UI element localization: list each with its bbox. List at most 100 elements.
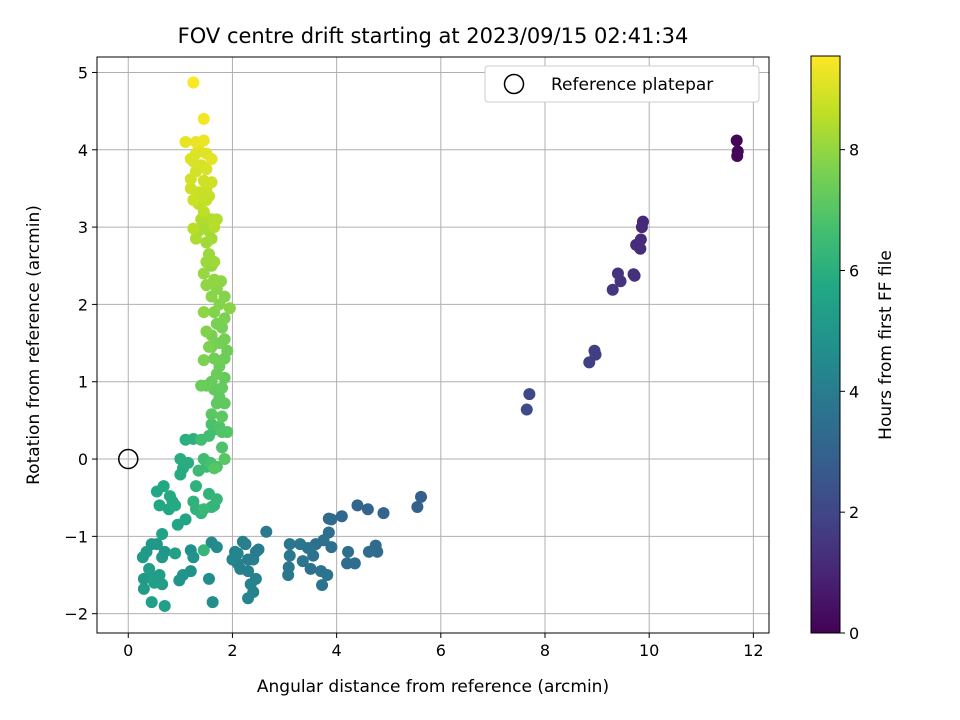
legend: Reference platepar: [484, 65, 760, 103]
data-point: [197, 306, 210, 319]
data-point: [411, 500, 424, 513]
data-point: [145, 596, 158, 609]
data-point: [197, 134, 210, 147]
data-point: [361, 503, 374, 516]
colorbar-label: Hours from first FF file: [876, 250, 896, 440]
data-point: [148, 576, 161, 589]
data-point: [296, 555, 309, 568]
data-point: [156, 551, 169, 564]
colorbar-ticks: 0 2 4 6 8: [840, 141, 859, 643]
data-point: [179, 136, 192, 149]
data-point: [205, 176, 218, 189]
data-point: [583, 356, 596, 369]
x-tick-label: 0: [123, 641, 133, 660]
data-point: [362, 545, 375, 558]
y-tick-label: −1: [64, 527, 88, 546]
data-point: [731, 149, 744, 162]
data-point: [242, 553, 255, 566]
data-point: [218, 453, 231, 466]
data-point: [218, 290, 231, 303]
data-point: [628, 269, 641, 282]
data-point: [335, 510, 348, 523]
data-point: [223, 302, 236, 315]
data-point: [195, 379, 208, 392]
data-point: [208, 221, 221, 234]
data-point: [606, 283, 619, 296]
x-tick-label: 4: [332, 641, 342, 660]
data-point: [203, 340, 215, 353]
data-point: [169, 547, 182, 560]
y-tick-label: 4: [78, 141, 88, 160]
data-point: [210, 493, 223, 506]
data-point: [341, 557, 354, 570]
data-point: [200, 325, 213, 338]
data-point: [206, 596, 219, 609]
data-point: [242, 565, 255, 578]
y-tick-label: −2: [64, 605, 88, 624]
data-point: [523, 388, 536, 401]
colorbar-tick-label: 0: [849, 624, 859, 643]
x-tick-label: 2: [227, 641, 237, 660]
data-point: [158, 599, 171, 612]
y-tick-label: 5: [78, 63, 88, 82]
data-point: [136, 551, 149, 564]
plot-frame: [96, 56, 770, 634]
data-point: [189, 232, 202, 245]
data-point: [187, 551, 200, 564]
data-point: [221, 425, 234, 438]
data-point: [325, 541, 338, 554]
data-point: [218, 312, 231, 325]
data-point: [351, 499, 364, 512]
x-tick-label: 12: [743, 641, 763, 660]
data-point: [197, 354, 210, 367]
x-axis-label: Angular distance from reference (arcmin): [257, 677, 609, 697]
x-tick-label: 8: [540, 641, 550, 660]
data-point: [200, 163, 213, 176]
y-tick-label: 1: [78, 373, 88, 392]
legend-entry-reference-platepar: Reference platepar: [551, 75, 713, 95]
data-point: [216, 410, 229, 423]
colorbar-gradient: [810, 55, 841, 634]
data-point: [216, 381, 229, 394]
data-point: [730, 134, 743, 147]
data-point: [143, 562, 156, 575]
data-point: [173, 574, 186, 587]
data-point: [187, 76, 200, 89]
data-point: [210, 541, 223, 554]
data-point: [189, 480, 202, 493]
data-point: [415, 490, 428, 503]
y-tick-label: 0: [78, 450, 88, 469]
data-point: [197, 112, 210, 125]
grid: [97, 57, 769, 633]
data-point: [208, 462, 221, 475]
y-axis-ticks: −2 −1 0 1 2 3 4 5: [64, 63, 97, 624]
colorbar-tick-label: 8: [849, 141, 859, 160]
data-points: [136, 76, 744, 612]
data-point: [218, 333, 231, 346]
data-point: [187, 194, 200, 207]
data-point: [169, 499, 182, 512]
legend-box: [484, 65, 760, 103]
colorbar-tick-label: 2: [849, 503, 859, 522]
data-point: [203, 572, 215, 585]
data-point: [197, 267, 210, 280]
data-point: [283, 549, 296, 562]
data-point: [252, 543, 265, 556]
data-point: [325, 513, 338, 526]
data-point: [137, 582, 150, 595]
data-point: [282, 569, 295, 582]
data-point: [377, 507, 390, 520]
data-point: [197, 544, 210, 557]
data-point: [239, 538, 252, 551]
data-point: [321, 569, 334, 582]
data-point: [634, 242, 647, 255]
data-point: [208, 273, 221, 286]
data-point: [371, 545, 384, 558]
data-point: [635, 221, 648, 234]
data-point: [208, 255, 221, 268]
y-axis-label: Rotation from reference (arcmin): [24, 205, 44, 485]
data-point: [242, 592, 255, 605]
data-point: [187, 222, 200, 235]
data-point: [182, 456, 195, 469]
